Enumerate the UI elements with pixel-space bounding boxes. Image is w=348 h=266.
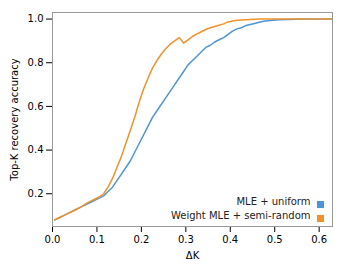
svg-text:0.6: 0.6 — [311, 234, 327, 245]
svg-text:0.4: 0.4 — [28, 144, 44, 155]
svg-text:0.0: 0.0 — [45, 234, 61, 245]
svg-text:MLE + uniform: MLE + uniform — [236, 196, 310, 207]
svg-text:0.3: 0.3 — [178, 234, 194, 245]
svg-text:0.2: 0.2 — [133, 234, 149, 245]
svg-text:0.6: 0.6 — [28, 101, 44, 112]
svg-text:0.5: 0.5 — [267, 234, 283, 245]
svg-text:0.2: 0.2 — [28, 188, 44, 199]
svg-text:Weight MLE + semi-random: Weight MLE + semi-random — [171, 210, 311, 221]
svg-text:0.4: 0.4 — [222, 234, 238, 245]
svg-text:1.0: 1.0 — [28, 13, 44, 24]
svg-text:Top-K recovery accuracy: Top-K recovery accuracy — [9, 58, 20, 181]
svg-text:ΔK: ΔK — [186, 250, 200, 261]
svg-text:0.1: 0.1 — [89, 234, 105, 245]
svg-text:0.8: 0.8 — [28, 57, 44, 68]
